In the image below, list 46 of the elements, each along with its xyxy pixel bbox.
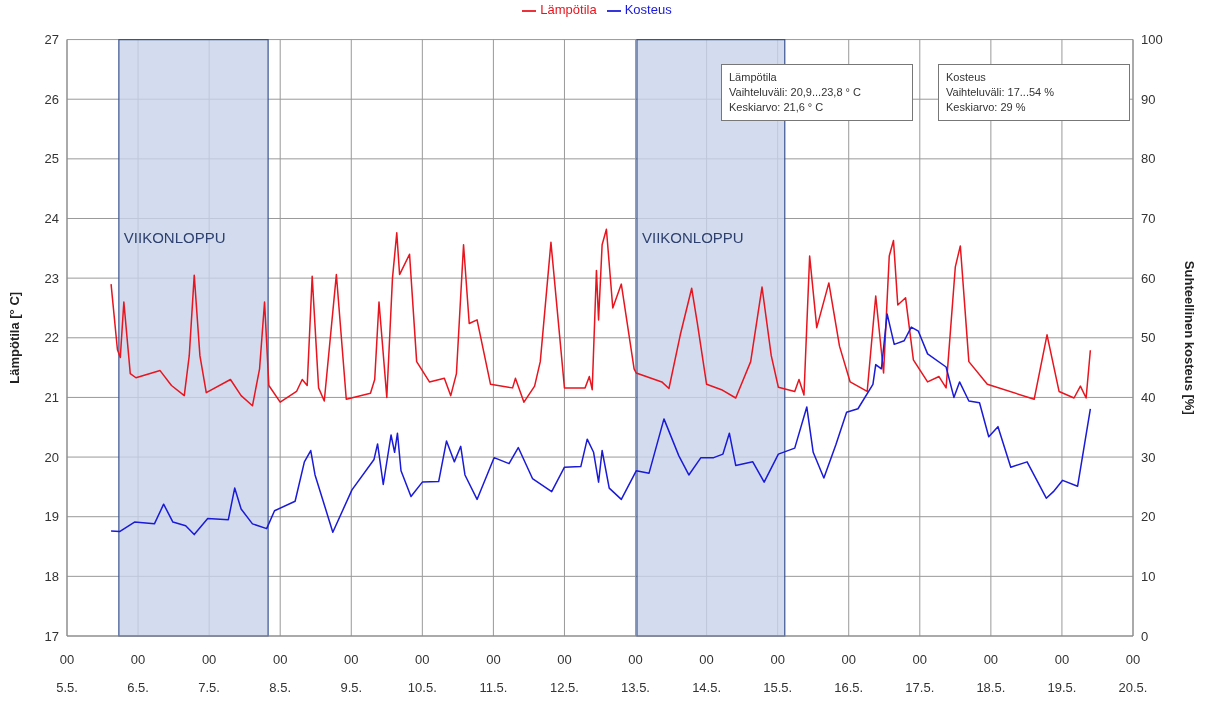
- y2-tick-label: 20: [1141, 509, 1156, 525]
- y2-tick-label: 50: [1141, 330, 1156, 346]
- x-tick-label: 00 7.5.: [198, 652, 220, 695]
- x-tick-label: 00 8.5.: [269, 652, 292, 695]
- band-label: VIIKONLOPPU: [123, 229, 226, 247]
- x-tick-label: 00 19.5.: [1047, 652, 1077, 695]
- y-tick-label: 23: [44, 270, 59, 286]
- y2-tick-label: 0: [1141, 628, 1149, 644]
- y-tick-label: 25: [44, 151, 59, 167]
- x-tick-label: 00 18.5.: [976, 652, 1006, 695]
- y-tick-label: 17: [44, 628, 59, 644]
- y-tick-label: 20: [44, 449, 59, 465]
- x-tick-label: 00 9.5.: [340, 652, 363, 695]
- note-box: Lämpötila Vaihteluväli: 20,9...23,8 ° C Keskiarvo: 21,6 ° C: [721, 64, 913, 121]
- y2-tick-label: 90: [1141, 91, 1156, 107]
- y2-tick-label: 60: [1141, 270, 1156, 286]
- y-tick-label: 21: [44, 390, 59, 406]
- x-tick-label: 00 20.5.: [1118, 652, 1148, 695]
- x-tick-label: 00 17.5.: [905, 652, 935, 695]
- y-axis-title: Lämpötila [° C]: [6, 291, 22, 384]
- legend-label: Lämpötila: [540, 2, 597, 17]
- y2-tick-label: 80: [1141, 151, 1156, 167]
- y-tick-label: 26: [44, 91, 59, 107]
- y-tick-label: 27: [44, 32, 59, 48]
- x-tick-label: 00 5.5.: [56, 652, 78, 695]
- y-tick-label: 24: [44, 211, 59, 227]
- x-tick-label: 00 16.5.: [834, 652, 864, 695]
- x-tick-label: 00 10.5.: [407, 652, 437, 695]
- y2-tick-label: 10: [1141, 568, 1156, 584]
- x-tick-label: 00 12.5.: [550, 652, 579, 695]
- y-tick-label: 18: [44, 568, 59, 584]
- y-tick-label: 22: [44, 330, 59, 346]
- y2-axis-title: Suhteellinen kosteus [%]: [1182, 260, 1198, 415]
- x-tick-label: 00 15.5.: [763, 652, 793, 695]
- legend-label: Kosteus: [624, 2, 672, 17]
- y2-tick-label: 70: [1141, 211, 1156, 227]
- y2-tick-label: 100: [1141, 32, 1163, 48]
- y-tick-label: 19: [44, 509, 59, 525]
- y2-tick-label: 30: [1141, 449, 1156, 465]
- x-tick-label: 00 11.5.: [479, 652, 508, 695]
- note-box: Kosteus Vaihteluväli: 17...54 % Keskiarvo: 29 %: [938, 64, 1130, 121]
- x-tick-label: 00 14.5.: [692, 652, 722, 695]
- x-tick-label: 00 13.5.: [621, 652, 650, 695]
- band-label: VIIKONLOPPU: [641, 229, 744, 247]
- y2-tick-label: 40: [1141, 390, 1156, 406]
- x-tick-label: 00 6.5.: [127, 652, 149, 695]
